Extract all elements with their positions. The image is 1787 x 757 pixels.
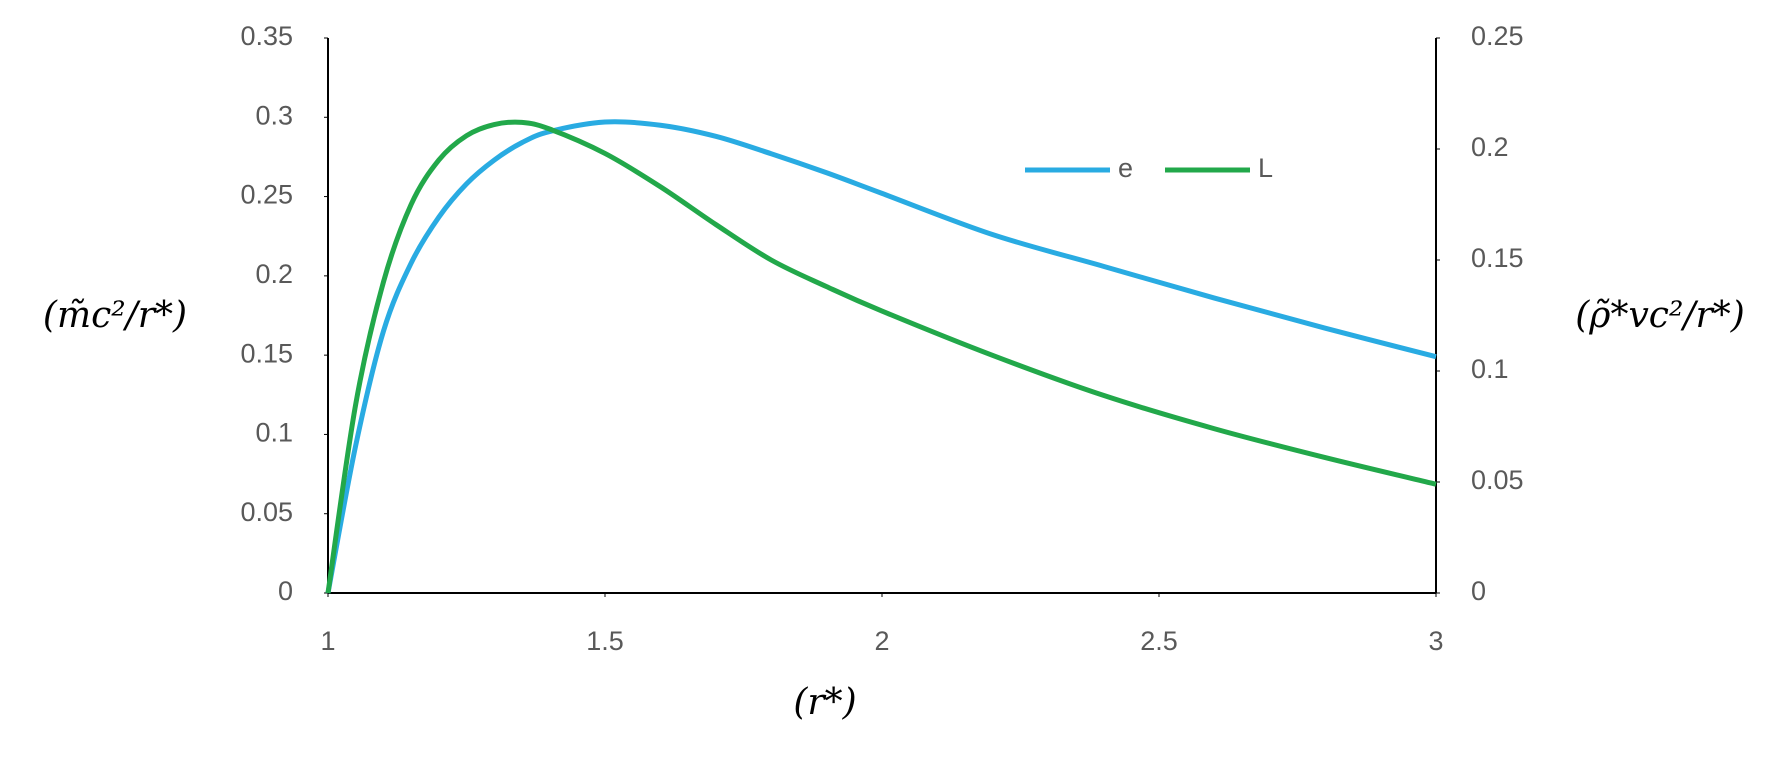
y2-tick-label: 0.1: [1471, 354, 1509, 384]
y-tick-label: 0.15: [240, 338, 293, 368]
y-tick-label: 0.25: [240, 180, 293, 210]
series-line: [325, 119, 1437, 594]
x-axis-title: (r*): [793, 682, 856, 723]
y-tick-label: 0: [278, 576, 293, 606]
y2-axis-title: (ρ̃*vc²/r*): [1575, 295, 1745, 336]
y-tick-label: 0.35: [240, 21, 293, 51]
x-tick-label: 1.5: [586, 626, 624, 656]
x-tick-label: 3: [1428, 626, 1443, 656]
y2-tick-label: 0.25: [1471, 21, 1524, 51]
series-line: [325, 119, 1437, 594]
y-tick-label: 0.05: [240, 497, 293, 527]
x-tick-label: 2.5: [1140, 626, 1178, 656]
y2-tick-label: 0.05: [1471, 465, 1524, 495]
y-tick-label: 0.2: [255, 259, 293, 289]
legend-label: L: [1258, 153, 1273, 183]
x-tick-label: 2: [874, 626, 889, 656]
y2-tick-label: 0: [1471, 576, 1486, 606]
y-tick-label: 0.1: [255, 418, 293, 448]
y2-tick-label: 0.2: [1471, 132, 1509, 162]
y-axis-title: (m̃c²/r*): [43, 295, 187, 336]
y-tick-label: 0.3: [255, 100, 293, 130]
x-tick-label: 1: [320, 626, 335, 656]
legend-label: e: [1118, 153, 1133, 183]
y2-tick-label: 0.15: [1471, 243, 1524, 273]
